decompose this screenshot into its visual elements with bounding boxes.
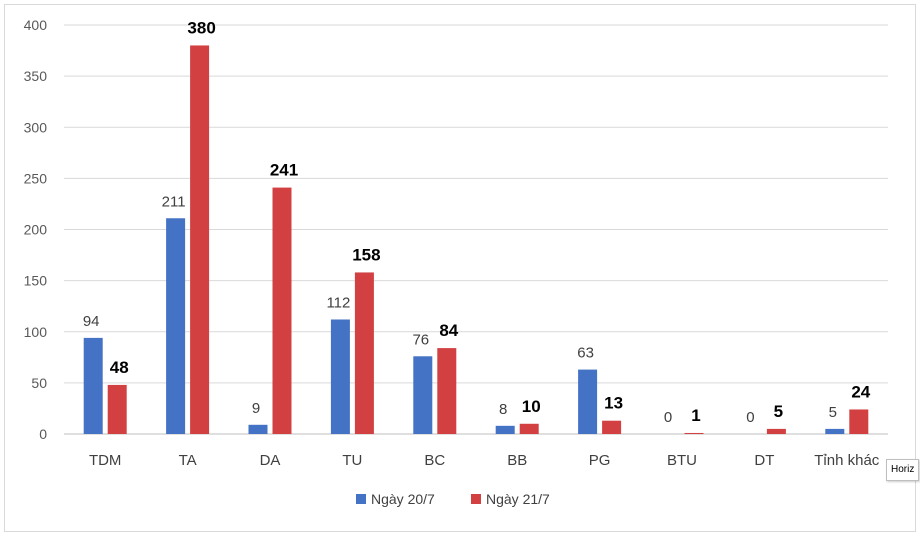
bar-series-1[interactable] xyxy=(83,337,103,434)
data-label-series-2: 10 xyxy=(522,397,541,416)
bar-series-1[interactable] xyxy=(330,319,350,434)
y-tick-label: 300 xyxy=(24,119,48,135)
data-label-series-2: 84 xyxy=(439,321,458,340)
data-label-series-1: 0 xyxy=(746,409,754,426)
data-label-series-1: 76 xyxy=(412,331,429,348)
bar-series-2[interactable] xyxy=(437,348,457,434)
bar-series-2[interactable] xyxy=(602,420,622,434)
x-tick-label: Tỉnh khác xyxy=(814,452,880,469)
data-label-series-2: 241 xyxy=(270,161,298,180)
data-label-series-1: 9 xyxy=(252,400,260,417)
data-label-series-2: 5 xyxy=(774,402,783,421)
bar-series-2[interactable] xyxy=(272,187,292,434)
data-label-series-2: 48 xyxy=(110,358,129,377)
y-tick-label: 100 xyxy=(24,324,48,340)
x-axis: TDM TA DA TU BC BB PG BTU DT Tỉnh khác xyxy=(89,452,880,469)
legend-swatch xyxy=(356,494,366,504)
bar-series-2[interactable] xyxy=(766,428,786,434)
tooltip: Horiz xyxy=(886,459,920,481)
x-tick-label: DT xyxy=(754,452,774,469)
bar-series-1[interactable] xyxy=(413,356,433,434)
x-tick-label: DA xyxy=(260,452,281,469)
data-label-series-2: 158 xyxy=(352,245,380,264)
y-axis: 0 50 100 150 200 250 300 350 400 xyxy=(24,17,48,442)
legend-swatch xyxy=(471,494,481,504)
x-tick-label: TU xyxy=(342,452,362,469)
gridlines xyxy=(64,24,888,435)
x-tick-label: BB xyxy=(507,452,527,469)
legend-item[interactable]: Ngày 20/7 xyxy=(356,491,435,507)
x-tick-label: BC xyxy=(424,452,445,469)
data-label-series-1: 5 xyxy=(829,404,837,421)
bar-series-1[interactable] xyxy=(495,425,515,434)
bar-series-1[interactable] xyxy=(166,218,186,434)
y-tick-label: 250 xyxy=(24,170,48,186)
bar-series-2[interactable] xyxy=(849,409,869,434)
y-tick-label: 0 xyxy=(39,426,47,442)
legend-label: Ngày 21/7 xyxy=(486,491,550,507)
legend[interactable]: Ngày 20/7 Ngày 21/7 xyxy=(356,491,550,507)
legend-label: Ngày 20/7 xyxy=(371,491,435,507)
bar-series-2[interactable] xyxy=(519,423,539,434)
legend-item[interactable]: Ngày 21/7 xyxy=(471,491,550,507)
bar-series-2[interactable] xyxy=(190,45,210,434)
bar-series-1[interactable] xyxy=(578,369,598,434)
data-label-series-2: 1 xyxy=(691,406,700,425)
data-label-series-1: 94 xyxy=(83,313,100,330)
bar-series-2[interactable] xyxy=(354,272,374,434)
data-label-series-1: 0 xyxy=(664,409,672,426)
x-tick-label: BTU xyxy=(667,452,697,469)
data-label-series-1: 8 xyxy=(499,401,507,418)
data-label-series-1: 63 xyxy=(577,345,594,362)
bar-series-1[interactable] xyxy=(248,424,268,434)
data-label-series-2: 380 xyxy=(187,18,215,37)
bars xyxy=(83,45,869,434)
y-tick-label: 400 xyxy=(24,17,48,33)
bar-series-2[interactable] xyxy=(684,432,704,434)
data-label-series-2: 13 xyxy=(604,394,623,413)
bar-series-1[interactable] xyxy=(825,428,845,434)
y-tick-label: 50 xyxy=(31,375,47,391)
bar-series-2[interactable] xyxy=(107,384,127,434)
x-tick-label: PG xyxy=(589,452,611,469)
x-tick-label: TA xyxy=(179,452,197,469)
x-tick-label: TDM xyxy=(89,452,122,469)
data-label-series-1: 211 xyxy=(162,193,186,210)
data-label-series-2: 24 xyxy=(851,382,870,401)
data-label-series-1: 112 xyxy=(326,294,350,311)
y-tick-label: 200 xyxy=(24,222,48,238)
chart-area xyxy=(4,4,916,532)
y-tick-label: 150 xyxy=(24,273,48,289)
y-tick-label: 350 xyxy=(24,68,48,84)
